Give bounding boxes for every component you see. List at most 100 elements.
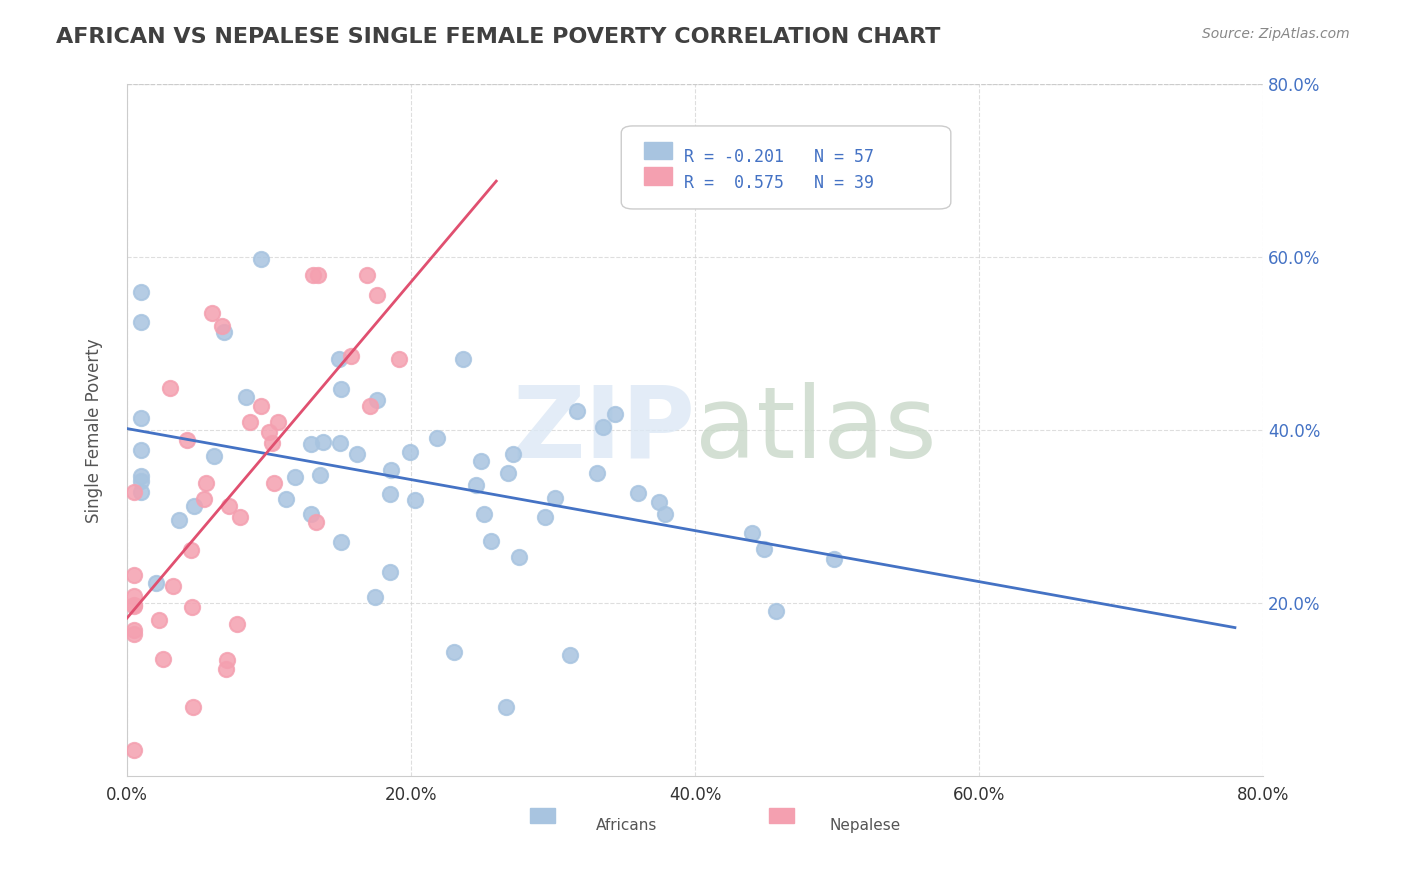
Text: Source: ZipAtlas.com: Source: ZipAtlas.com xyxy=(1202,27,1350,41)
Point xyxy=(122,485,145,500)
Point xyxy=(654,507,676,521)
Point xyxy=(129,411,152,425)
Point xyxy=(301,508,323,522)
Point xyxy=(312,435,335,450)
Point xyxy=(388,352,411,367)
Point xyxy=(302,268,325,282)
Point xyxy=(498,466,520,480)
Point xyxy=(648,495,671,509)
Point xyxy=(366,392,388,407)
Point xyxy=(404,493,426,508)
FancyBboxPatch shape xyxy=(530,808,555,823)
Point xyxy=(567,404,589,418)
Point xyxy=(356,268,378,282)
Point xyxy=(378,565,401,579)
Point xyxy=(122,589,145,603)
Point xyxy=(152,652,174,666)
Point xyxy=(329,382,352,396)
Point xyxy=(544,491,567,505)
Text: AFRICAN VS NEPALESE SINGLE FEMALE POVERTY CORRELATION CHART: AFRICAN VS NEPALESE SINGLE FEMALE POVERT… xyxy=(56,27,941,46)
Point xyxy=(201,306,224,320)
Point xyxy=(508,550,530,565)
Point xyxy=(305,515,328,529)
Point xyxy=(129,285,152,299)
Point xyxy=(465,477,488,491)
Point xyxy=(122,599,145,614)
Point xyxy=(340,349,363,363)
FancyBboxPatch shape xyxy=(621,126,950,209)
FancyBboxPatch shape xyxy=(644,142,672,159)
Point xyxy=(472,507,495,521)
Point xyxy=(330,535,353,549)
Point xyxy=(129,469,152,483)
Point xyxy=(176,433,198,447)
Point xyxy=(627,486,650,500)
Point xyxy=(194,475,217,490)
Point xyxy=(180,542,202,557)
Point xyxy=(284,469,307,483)
Point xyxy=(603,408,626,422)
Point xyxy=(364,590,387,604)
Point xyxy=(129,485,152,500)
Point xyxy=(263,475,285,490)
Text: Africans: Africans xyxy=(596,818,658,833)
Point xyxy=(235,390,257,404)
Point xyxy=(470,453,492,467)
Point xyxy=(129,475,152,489)
Text: R =  0.575   N = 39: R = 0.575 N = 39 xyxy=(683,174,873,193)
Point xyxy=(202,449,225,463)
Point xyxy=(228,509,250,524)
Point xyxy=(479,534,502,549)
Point xyxy=(211,318,233,333)
Point xyxy=(169,513,191,527)
Point xyxy=(495,700,517,714)
Point xyxy=(129,315,152,329)
Point xyxy=(378,487,401,501)
Point xyxy=(260,435,283,450)
Point xyxy=(592,419,614,434)
Point xyxy=(558,648,581,663)
Point xyxy=(534,510,557,524)
Point xyxy=(399,444,422,458)
Point xyxy=(346,447,368,461)
FancyBboxPatch shape xyxy=(644,168,672,185)
Point xyxy=(266,415,288,429)
Point xyxy=(274,491,297,506)
Text: atlas: atlas xyxy=(695,382,936,479)
Point xyxy=(250,399,273,413)
Point xyxy=(359,399,381,413)
Point xyxy=(162,579,184,593)
Point xyxy=(329,436,352,450)
Point xyxy=(443,645,465,659)
Point xyxy=(122,626,145,640)
Text: Nepalese: Nepalese xyxy=(830,818,901,833)
Point xyxy=(741,526,763,541)
Point xyxy=(308,468,330,483)
Point xyxy=(218,500,240,514)
Point xyxy=(159,381,181,395)
Point xyxy=(328,352,350,367)
Point xyxy=(249,252,271,266)
Point xyxy=(129,443,152,458)
Point xyxy=(215,663,238,677)
FancyBboxPatch shape xyxy=(769,808,794,823)
Point xyxy=(823,552,845,566)
Text: R = -0.201   N = 57: R = -0.201 N = 57 xyxy=(683,148,873,166)
Point xyxy=(122,598,145,612)
Point xyxy=(183,499,205,513)
Text: ZIP: ZIP xyxy=(512,382,695,479)
Point xyxy=(193,491,215,506)
Point xyxy=(380,463,402,477)
Point xyxy=(183,699,205,714)
Point xyxy=(425,432,447,446)
Point xyxy=(180,600,202,615)
Point xyxy=(366,288,388,302)
Point xyxy=(145,576,167,591)
Point xyxy=(765,604,787,618)
Point xyxy=(307,268,329,282)
Point xyxy=(122,743,145,757)
Point xyxy=(585,466,607,480)
Point xyxy=(299,437,322,451)
Y-axis label: Single Female Poverty: Single Female Poverty xyxy=(86,338,103,523)
Point xyxy=(215,653,238,667)
